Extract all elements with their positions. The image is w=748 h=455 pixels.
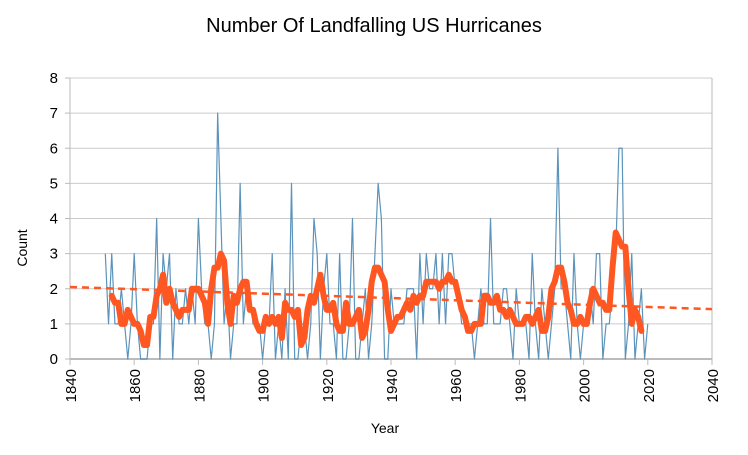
y-tick-label: 6 <box>50 140 58 157</box>
x-tick-label: 1980 <box>512 369 529 402</box>
y-tick-label: 4 <box>50 211 58 228</box>
annual-count-line <box>104 112 649 360</box>
x-tick-label: 2000 <box>577 369 594 402</box>
y-tick-label: 7 <box>50 105 58 122</box>
chart-title: Number Of Landfalling US Hurricanes <box>206 15 542 37</box>
x-tick-label: 1860 <box>127 369 144 402</box>
x-tick-label: 2020 <box>641 369 658 402</box>
x-tick-label: 1940 <box>384 369 401 402</box>
x-tick-label: 1840 <box>63 369 80 402</box>
y-tick-label: 8 <box>50 70 58 87</box>
y-tick-label: 1 <box>50 316 58 333</box>
series-layer <box>69 112 713 360</box>
y-tick-label: 3 <box>50 246 58 263</box>
y-tick-label: 5 <box>50 175 58 192</box>
y-tick-label: 0 <box>50 351 58 368</box>
x-axis-ticks: 1840 1860 1880 1900 1920 1940 1960 1980 2000 2020… <box>63 359 722 402</box>
y-axis-label: Count <box>14 229 30 266</box>
x-tick-label: 1900 <box>256 369 273 402</box>
x-axis-label: Year <box>371 420 400 436</box>
y-tick-label: 2 <box>50 281 58 298</box>
x-tick-label: 1960 <box>448 369 465 402</box>
grid-lines <box>69 77 713 360</box>
x-tick-label: 2040 <box>705 369 722 402</box>
moving-average-line <box>108 229 645 348</box>
x-tick-label: 1920 <box>320 369 337 402</box>
x-tick-label: 1880 <box>191 369 208 402</box>
y-axis-ticks: 0 1 2 3 4 5 6 7 8 <box>50 70 70 368</box>
